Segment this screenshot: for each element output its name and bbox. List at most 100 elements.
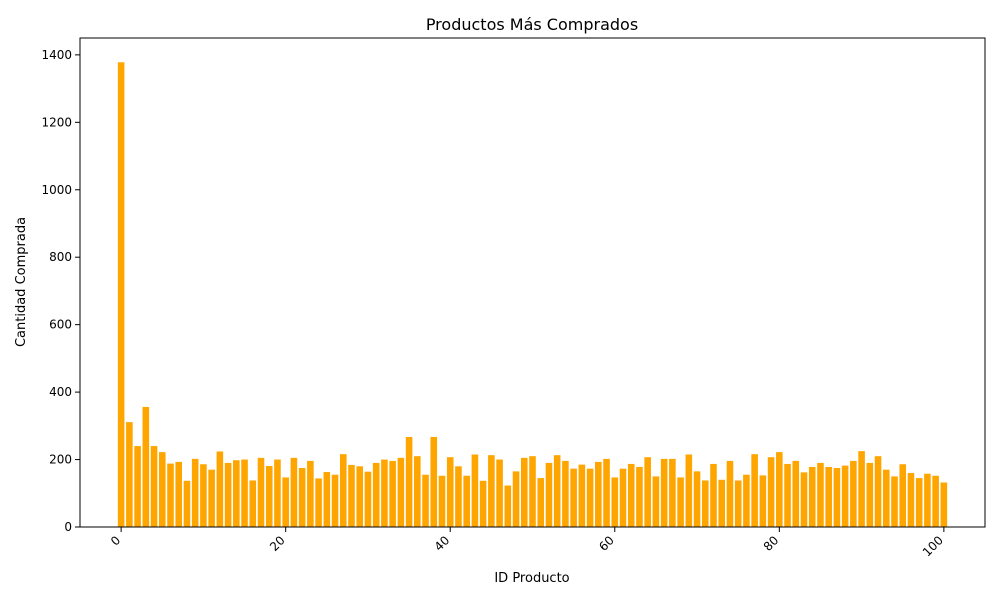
bar [907,473,915,527]
bar [200,464,207,527]
y-axis: 0 200 400 600 800 1000 1200 1400 [41,48,80,534]
bar [446,457,454,527]
bar [224,462,232,527]
bars-group [117,62,948,527]
bar [940,482,948,527]
bar [265,465,273,527]
bar [743,474,750,527]
bar [397,457,405,527]
bar [142,406,150,527]
x-tick-label: 80 [761,533,782,554]
bar [619,468,627,527]
bar [496,459,503,527]
bar [175,461,183,527]
bar [372,462,380,527]
bar [685,454,693,527]
x-tick-label: 20 [267,533,288,554]
x-tick-label: 100 [920,533,946,559]
bar [233,460,240,527]
bar [274,459,281,527]
bar [677,477,684,527]
bar [891,476,898,527]
bar [414,456,421,527]
y-tick-label: 0 [64,520,72,534]
bar [471,454,479,527]
bar [759,475,767,527]
bar [808,466,816,527]
bar [183,480,191,527]
bar [776,452,783,527]
bar [208,469,215,527]
bar [512,471,520,527]
bar [381,459,388,527]
bar [874,456,882,527]
bar [578,464,586,527]
bar [553,455,561,527]
bar [298,467,306,527]
bar [652,476,660,527]
bar [734,480,742,527]
bar [488,455,495,527]
bar [356,466,364,527]
bar [191,458,199,527]
bar [660,458,668,527]
plot-frame [79,37,986,528]
bar [858,451,865,527]
x-axis: 0 20 40 60 80 100 [108,527,946,559]
bar [866,462,874,527]
bar [792,460,800,527]
y-tick-label: 600 [49,318,72,332]
bar [644,457,651,527]
bar [249,480,257,527]
bar [701,480,709,527]
bar [167,463,174,527]
bar [438,475,446,527]
bar [669,458,676,527]
y-tick-label: 1400 [41,48,72,62]
bar [158,452,166,527]
x-axis-label: ID Producto [494,571,569,586]
bar [899,464,907,527]
bar [307,460,314,527]
bar [850,460,857,527]
bar [339,454,347,527]
bar [520,457,528,527]
bar [817,462,824,527]
bar [595,461,602,527]
bar [751,454,758,527]
bar [241,459,248,527]
bar [422,474,429,527]
bar [323,472,331,527]
bar [627,463,635,527]
bar [290,457,298,527]
bar [126,422,133,527]
bar [150,446,158,527]
bar [611,477,619,527]
bar [117,62,125,527]
bar [545,462,553,527]
bar [825,466,832,527]
y-axis-label: Cantidad Comprada [14,217,29,347]
bar [784,463,791,527]
bar [504,485,512,527]
y-tick-label: 1200 [41,115,72,129]
bar [586,468,594,527]
bar [537,478,545,527]
bar [603,458,610,527]
bar [833,467,841,527]
bar [257,457,265,527]
bar [718,479,726,527]
bar [216,451,224,527]
bar [479,480,487,527]
bar [882,469,890,527]
bar [726,460,734,527]
x-tick-label: 40 [432,533,453,554]
bar [636,466,643,527]
y-tick-label: 800 [49,250,72,264]
bar [455,466,462,527]
bar [331,474,339,527]
bar [348,464,355,527]
bar [562,460,569,527]
